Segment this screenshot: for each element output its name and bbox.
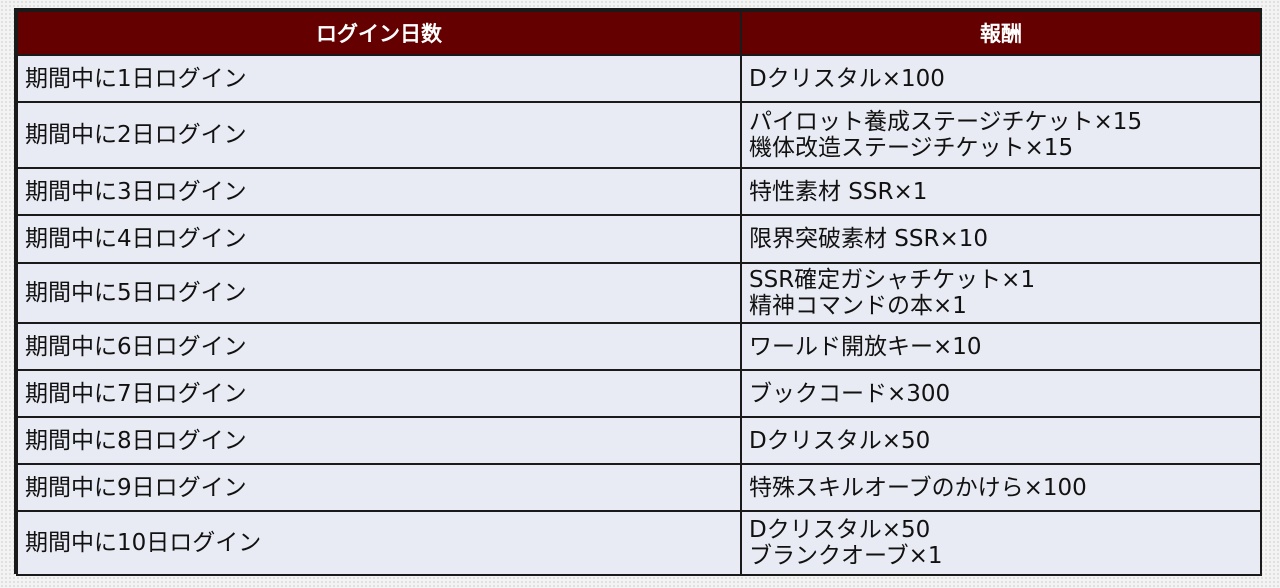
reward-cell: 限界突破素材 SSR×10: [740, 214, 1262, 264]
reward-item: Dクリスタル×100: [749, 65, 945, 92]
login-days-cell: 期間中に10日ログイン: [16, 510, 742, 576]
reward-item: 限界突破素材 SSR×10: [749, 226, 989, 252]
reward-item: 特殊スキルオーブのかけら×100: [749, 474, 1087, 501]
reward-cell: Dクリスタル×100: [740, 54, 1262, 103]
table-header-row: ログイン日数 報酬: [16, 10, 1262, 56]
table-row: 期間中に3日ログイン 特性素材 SSR×1: [16, 167, 1262, 216]
reward-item: 機体改造ステージチケット×15: [749, 135, 1074, 161]
login-days-cell: 期間中に4日ログイン: [16, 214, 742, 264]
reward-cell: SSR確定ガシャチケット×1 精神コマンドの本×1: [740, 262, 1262, 324]
reward-cell: Dクリスタル×50: [740, 416, 1262, 465]
login-days-cell: 期間中に3日ログイン: [16, 167, 742, 216]
reward-cell: 特殊スキルオーブのかけら×100: [740, 463, 1262, 512]
reward-item: Dクリスタル×50: [749, 517, 931, 543]
reward-cell: ブックコード×300: [740, 369, 1262, 418]
table-row: 期間中に6日ログイン ワールド開放キー×10: [16, 322, 1262, 371]
login-days-cell: 期間中に2日ログイン: [16, 101, 742, 169]
table-row: 期間中に7日ログイン ブックコード×300: [16, 369, 1262, 418]
reward-item: ワールド開放キー×10: [749, 333, 982, 360]
reward-item: SSR確定ガシャチケット×1: [749, 267, 1036, 293]
header-login-days: ログイン日数: [16, 10, 742, 56]
reward-item: 精神コマンドの本×1: [749, 293, 967, 319]
table-row: 期間中に5日ログイン SSR確定ガシャチケット×1 精神コマンドの本×1: [16, 262, 1262, 324]
reward-item: 特性素材 SSR×1: [749, 178, 928, 205]
login-reward-table: ログイン日数 報酬 期間中に1日ログイン Dクリスタル×100 期間中に2日ログ…: [16, 10, 1262, 576]
login-days-cell: 期間中に8日ログイン: [16, 416, 742, 465]
table-row: 期間中に4日ログイン 限界突破素材 SSR×10: [16, 214, 1262, 264]
reward-item: ブックコード×300: [749, 380, 951, 407]
table-row: 期間中に1日ログイン Dクリスタル×100: [16, 54, 1262, 103]
login-days-cell: 期間中に7日ログイン: [16, 369, 742, 418]
header-reward: 報酬: [740, 10, 1262, 56]
reward-cell: ワールド開放キー×10: [740, 322, 1262, 371]
reward-item: パイロット養成ステージチケット×15: [749, 109, 1143, 135]
reward-cell: Dクリスタル×50 ブランクオーブ×1: [740, 510, 1262, 576]
reward-item: ブランクオーブ×1: [749, 543, 943, 569]
reward-cell: パイロット養成ステージチケット×15 機体改造ステージチケット×15: [740, 101, 1262, 169]
login-reward-table-container: ログイン日数 報酬 期間中に1日ログイン Dクリスタル×100 期間中に2日ログ…: [14, 8, 1262, 576]
login-days-cell: 期間中に9日ログイン: [16, 463, 742, 512]
reward-item: Dクリスタル×50: [749, 427, 931, 454]
login-days-cell: 期間中に6日ログイン: [16, 322, 742, 371]
table-row: 期間中に9日ログイン 特殊スキルオーブのかけら×100: [16, 463, 1262, 512]
login-days-cell: 期間中に5日ログイン: [16, 262, 742, 324]
reward-cell: 特性素材 SSR×1: [740, 167, 1262, 216]
table-row: 期間中に10日ログイン Dクリスタル×50 ブランクオーブ×1: [16, 510, 1262, 576]
login-days-cell: 期間中に1日ログイン: [16, 54, 742, 103]
table-row: 期間中に8日ログイン Dクリスタル×50: [16, 416, 1262, 465]
table-row: 期間中に2日ログイン パイロット養成ステージチケット×15 機体改造ステージチケ…: [16, 101, 1262, 169]
